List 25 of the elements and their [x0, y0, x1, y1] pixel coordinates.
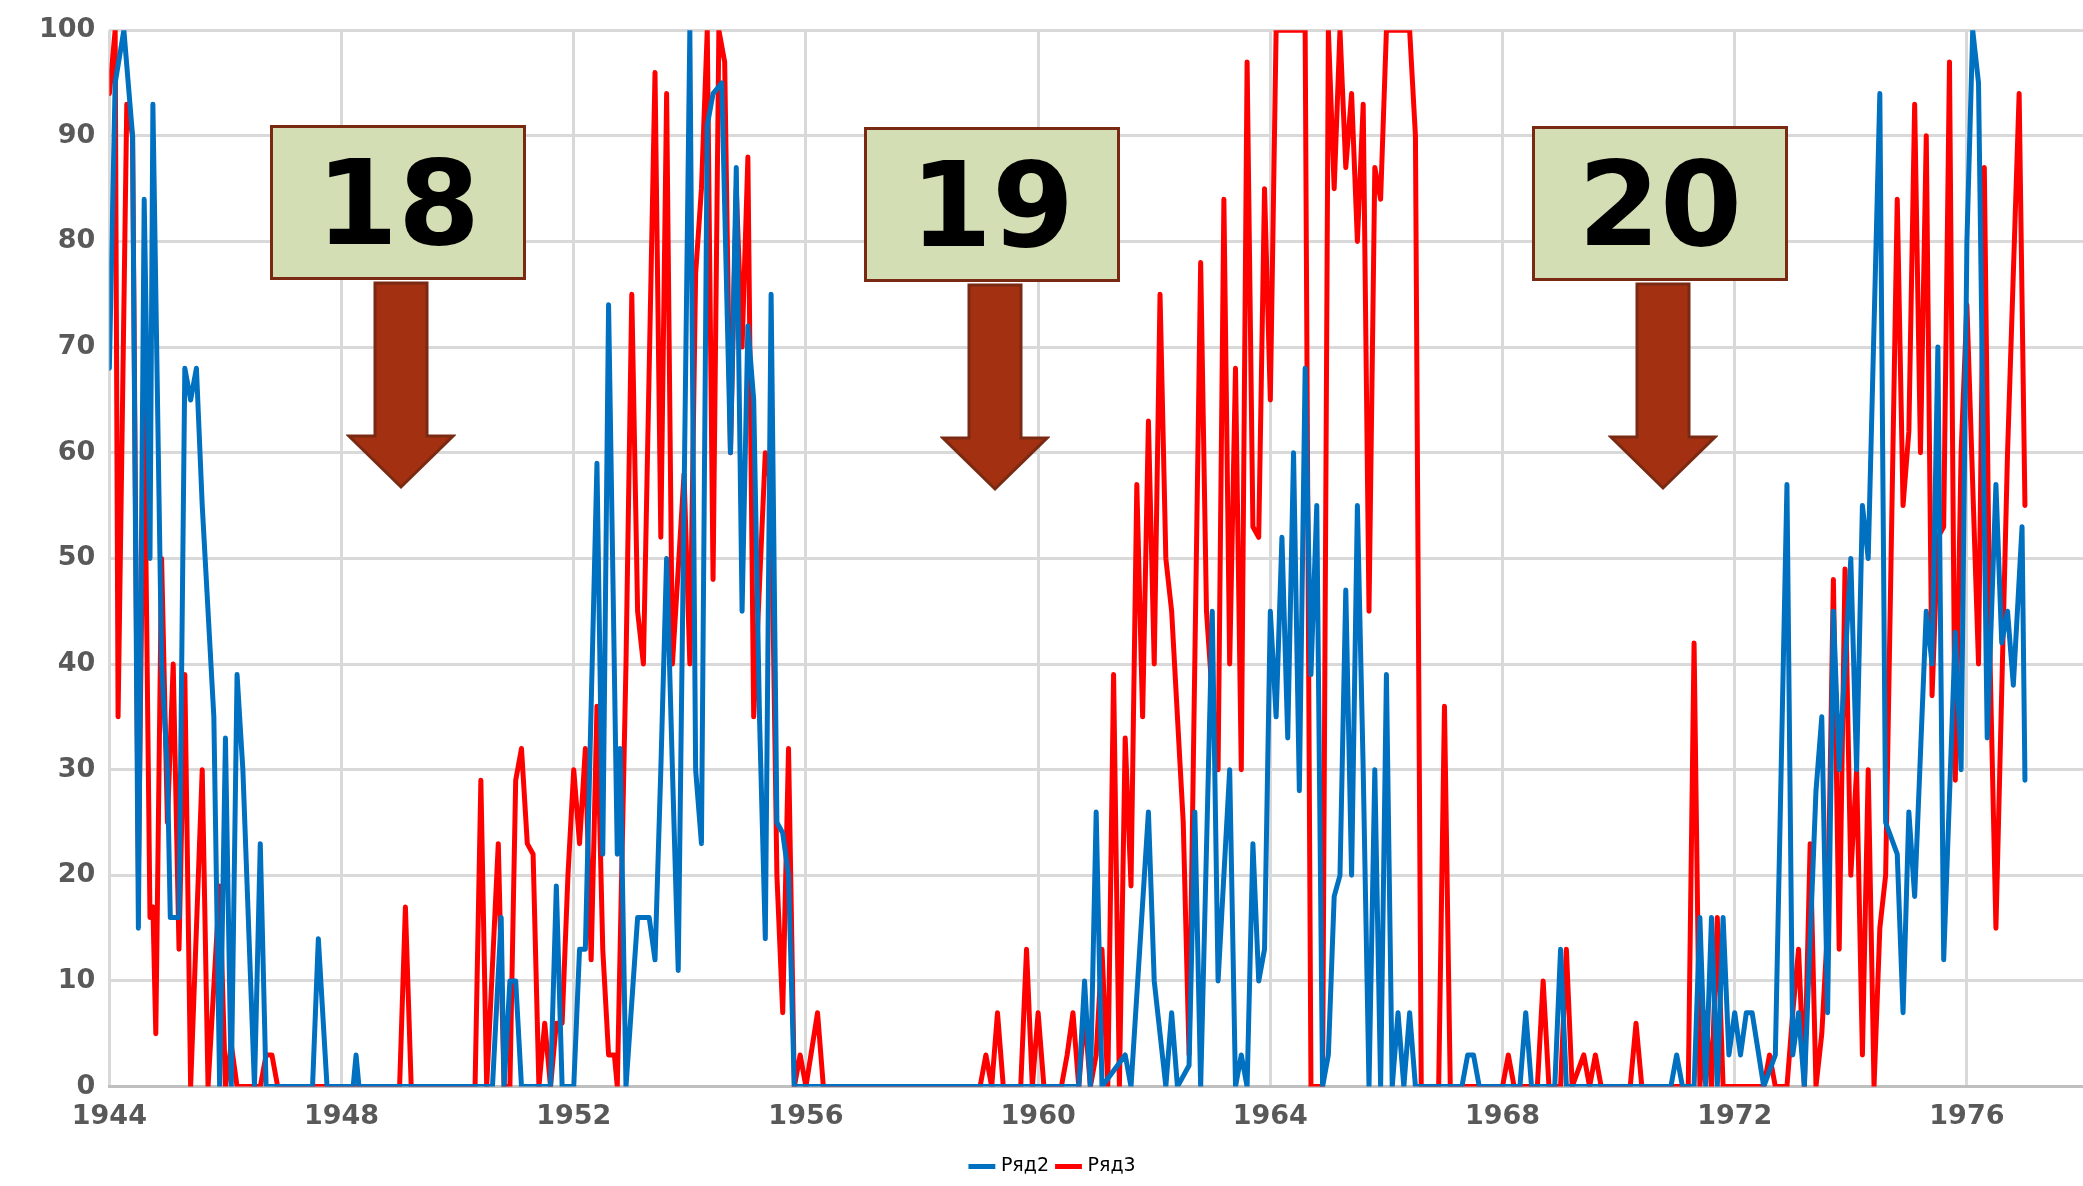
- y-tick-label: 20: [57, 857, 96, 889]
- x-tick-label: 1972: [1697, 1098, 1773, 1130]
- annotation: 18: [270, 125, 526, 280]
- x-tick-label: 1948: [303, 1098, 380, 1130]
- y-tick-label: 50: [57, 540, 96, 572]
- y-tick-label: 60: [57, 434, 96, 466]
- annotation: 19: [864, 127, 1120, 282]
- y-tick-label: 0: [76, 1068, 96, 1100]
- x-tick-label: 1952: [536, 1098, 612, 1130]
- y-tick-label: 70: [57, 329, 96, 361]
- y-tick-label: 100: [38, 12, 96, 44]
- y-tick-label: 30: [57, 751, 96, 783]
- y-tick-label: 80: [57, 223, 96, 255]
- legend-label: Ряд3: [1087, 1153, 1136, 1176]
- x-tick-label: 1968: [1464, 1098, 1541, 1130]
- annotation: 20: [1532, 126, 1788, 281]
- legend-label: Ряд2: [1000, 1153, 1050, 1176]
- x-tick-label: 1944: [71, 1098, 147, 1130]
- x-tick-label: 1964: [1232, 1098, 1308, 1130]
- x-tick-label: 1956: [768, 1098, 844, 1130]
- y-tick-label: 90: [57, 117, 96, 149]
- y-tick-label: 40: [57, 646, 96, 678]
- x-tick-label: 1960: [1000, 1098, 1076, 1130]
- y-tick-label: 10: [57, 962, 96, 994]
- x-tick-label: 1976: [1929, 1098, 2005, 1130]
